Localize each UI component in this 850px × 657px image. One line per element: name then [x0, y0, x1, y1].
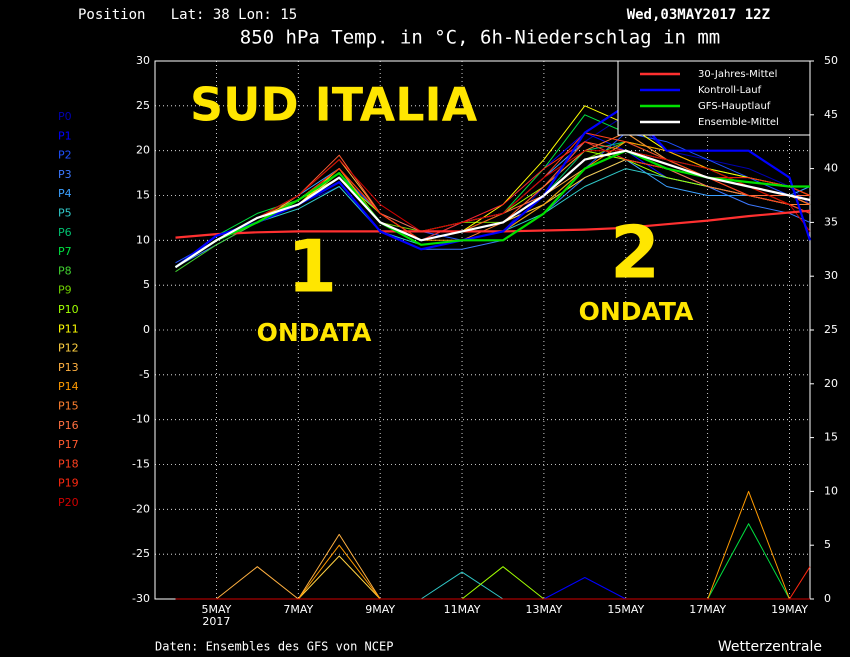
- y2-tick-label: 40: [824, 162, 838, 175]
- annotation: 1: [287, 225, 337, 309]
- annotation: 2: [610, 211, 660, 295]
- y2-tick-label: 45: [824, 108, 838, 121]
- member-label: P8: [58, 264, 72, 277]
- x-tick-label: 19MAY: [771, 603, 808, 616]
- member-label: P11: [58, 322, 79, 335]
- member-label: P15: [58, 400, 79, 413]
- legend-label: Kontroll-Lauf: [698, 85, 762, 96]
- member-line: [175, 150, 811, 268]
- y2-tick-label: 25: [824, 323, 838, 336]
- annotation: ONDATA: [579, 297, 694, 326]
- y2-tick-label: 35: [824, 215, 838, 228]
- member-label: P1: [58, 129, 72, 142]
- member-label: P0: [58, 110, 72, 123]
- y2-tick-label: 50: [824, 54, 838, 67]
- y2-tick-label: 10: [824, 484, 838, 497]
- x-tick-label: 13MAY: [525, 603, 562, 616]
- annotation: ONDATA: [257, 318, 372, 347]
- y-tick-label: -10: [132, 413, 150, 426]
- annotation: SUD ITALIA: [190, 78, 478, 132]
- y-tick-label: -5: [139, 368, 150, 381]
- legend-label: 30-Jahres-Mittel: [698, 69, 777, 80]
- member-label: P6: [58, 226, 72, 239]
- legend-label: GFS-Hauptlauf: [698, 101, 771, 112]
- header-date: Wed,03MAY2017 12Z: [627, 7, 770, 23]
- member-label: P3: [58, 168, 72, 181]
- series-line: [174, 149, 811, 269]
- x-tick-label: 9MAY: [365, 603, 395, 616]
- x-tick-label: 11MAY: [444, 603, 481, 616]
- member-label: P12: [58, 342, 79, 355]
- footer-source: Daten: Ensembles des GFS von NCEP: [155, 640, 393, 654]
- y-tick-label: -20: [132, 502, 150, 515]
- member-label: P17: [58, 438, 79, 451]
- legend-label: Ensemble-Mittel: [698, 117, 779, 128]
- member-label: P7: [58, 245, 72, 258]
- member-label: P14: [58, 380, 79, 393]
- member-label: P2: [58, 149, 72, 162]
- y-tick-label: -15: [132, 458, 150, 471]
- y2-tick-label: 5: [824, 538, 831, 551]
- y2-tick-label: 20: [824, 377, 838, 390]
- footer-brand: Wetterzentrale: [718, 639, 822, 655]
- member-label: P4: [58, 187, 72, 200]
- series-line: [174, 149, 810, 269]
- member-label: P13: [58, 361, 79, 374]
- member-label: P19: [58, 477, 79, 490]
- member-label: P18: [58, 457, 79, 470]
- y-tick-label: 5: [143, 278, 150, 291]
- member-label: P5: [58, 207, 72, 220]
- member-label: P20: [58, 496, 79, 509]
- y-tick-label: 20: [136, 144, 150, 157]
- x-tick-label: 5MAY: [201, 603, 231, 616]
- x-tick-label: 17MAY: [689, 603, 726, 616]
- member-label: P16: [58, 419, 79, 432]
- y-tick-label: 25: [136, 99, 150, 112]
- x-year-label: 2017: [202, 615, 230, 628]
- chart-title: 850 hPa Temp. in °C, 6h-Niederschlag in …: [240, 27, 720, 49]
- member-label: P10: [58, 303, 79, 316]
- y-tick-label: 15: [136, 189, 150, 202]
- y-tick-label: 30: [136, 54, 150, 67]
- y-tick-label: -30: [132, 592, 150, 605]
- y2-tick-label: 30: [824, 269, 838, 282]
- x-tick-label: 7MAY: [283, 603, 313, 616]
- y-tick-label: 10: [136, 233, 150, 246]
- y2-tick-label: 15: [824, 431, 838, 444]
- x-tick-label: 15MAY: [607, 603, 644, 616]
- series-line: [174, 104, 812, 269]
- header-position: Position Lat: 38 Lon: 15: [78, 7, 297, 23]
- y-tick-label: -25: [132, 547, 150, 560]
- member-label: P9: [58, 284, 72, 297]
- y2-tick-label: 0: [824, 592, 831, 605]
- y-tick-label: 0: [143, 323, 150, 336]
